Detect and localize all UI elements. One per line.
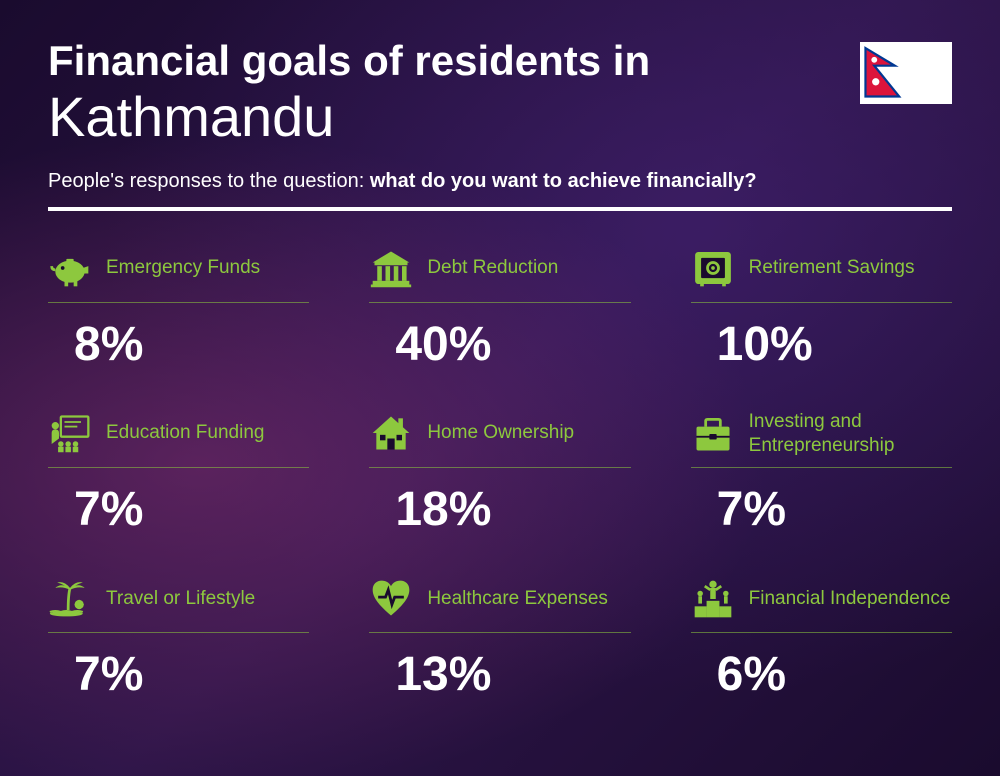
- goal-label: Travel or Lifestyle: [106, 587, 255, 611]
- goal-label: Retirement Savings: [749, 256, 915, 280]
- item-head: Healthcare Expenses: [369, 575, 630, 633]
- item-head: Education Funding: [48, 410, 309, 468]
- goal-investing: Investing and Entrepreneurship 7%: [691, 410, 952, 538]
- goal-label: Financial Independence: [749, 587, 951, 611]
- item-head: Financial Independence: [691, 575, 952, 633]
- goal-value: 40%: [395, 317, 630, 372]
- goal-label: Debt Reduction: [427, 256, 558, 280]
- goal-value: 7%: [74, 482, 309, 537]
- divider: [48, 207, 952, 211]
- goal-value: 6%: [717, 647, 952, 702]
- item-head: Investing and Entrepreneurship: [691, 410, 952, 469]
- piggy-bank-icon: [48, 246, 92, 290]
- item-head: Home Ownership: [369, 410, 630, 468]
- heart-pulse-icon: [369, 577, 413, 621]
- safe-icon: [691, 246, 735, 290]
- goal-education-funding: Education Funding 7%: [48, 410, 309, 538]
- palm-icon: [48, 577, 92, 621]
- goal-value: 10%: [717, 317, 952, 372]
- education-icon: [48, 411, 92, 455]
- nepal-flag: [860, 42, 952, 104]
- goal-value: 13%: [395, 647, 630, 702]
- item-head: Debt Reduction: [369, 245, 630, 303]
- goal-label: Home Ownership: [427, 421, 574, 445]
- goal-value: 18%: [395, 482, 630, 537]
- goal-value: 7%: [74, 647, 309, 702]
- item-head: Retirement Savings: [691, 245, 952, 303]
- bank-icon: [369, 246, 413, 290]
- title-prefix: Financial goals of residents in: [48, 38, 952, 84]
- goal-value: 8%: [74, 317, 309, 372]
- goal-retirement-savings: Retirement Savings 10%: [691, 245, 952, 372]
- goal-value: 7%: [717, 482, 952, 537]
- briefcase-icon: [691, 412, 735, 456]
- subtitle: People's responses to the question: what…: [48, 170, 952, 193]
- subtitle-bold: what do you want to achieve financially?: [370, 170, 757, 192]
- goal-debt-reduction: Debt Reduction 40%: [369, 245, 630, 372]
- house-icon: [369, 411, 413, 455]
- header: Financial goals of residents in Kathmand…: [48, 38, 952, 193]
- goal-label: Education Funding: [106, 421, 264, 445]
- podium-icon: [691, 577, 735, 621]
- goal-emergency-funds: Emergency Funds 8%: [48, 245, 309, 372]
- item-head: Travel or Lifestyle: [48, 575, 309, 633]
- goal-home-ownership: Home Ownership 18%: [369, 410, 630, 538]
- title-city: Kathmandu: [48, 86, 952, 148]
- goal-healthcare: Healthcare Expenses 13%: [369, 575, 630, 702]
- goal-financial-independence: Financial Independence 6%: [691, 575, 952, 702]
- goal-label: Emergency Funds: [106, 256, 260, 280]
- goal-label: Healthcare Expenses: [427, 587, 608, 611]
- item-head: Emergency Funds: [48, 245, 309, 303]
- goals-grid: Emergency Funds 8% Debt Reduction 40% Re…: [48, 245, 952, 703]
- goal-travel: Travel or Lifestyle 7%: [48, 575, 309, 702]
- goal-label: Investing and Entrepreneurship: [749, 410, 952, 458]
- subtitle-lead: People's responses to the question:: [48, 170, 370, 192]
